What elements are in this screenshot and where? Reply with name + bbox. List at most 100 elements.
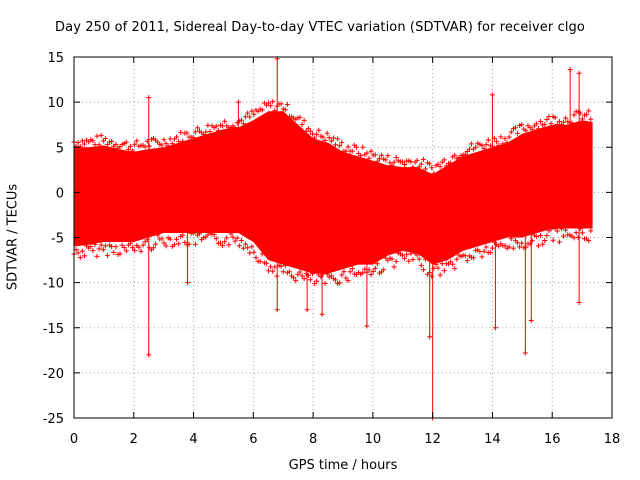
data-point xyxy=(174,134,180,140)
data-point xyxy=(312,135,318,141)
data-point xyxy=(282,107,288,113)
data-point xyxy=(389,162,395,168)
data-point xyxy=(506,244,512,250)
data-point xyxy=(349,265,355,271)
data-point xyxy=(299,273,305,279)
spike-point xyxy=(489,92,495,98)
data-point xyxy=(270,268,276,274)
data-point xyxy=(222,118,228,124)
data-point xyxy=(280,269,286,275)
data-point xyxy=(454,256,460,262)
data-point xyxy=(310,271,316,277)
data-point xyxy=(372,265,378,271)
data-point xyxy=(517,244,523,250)
data-point xyxy=(94,133,100,139)
spike-point xyxy=(274,307,280,313)
data-point xyxy=(353,144,359,150)
data-point xyxy=(542,238,548,244)
y-tick-label: 15 xyxy=(47,51,64,66)
data-point xyxy=(538,118,544,124)
data-point xyxy=(263,260,269,266)
data-point xyxy=(284,102,290,108)
data-point xyxy=(529,238,535,244)
data-point xyxy=(339,272,345,278)
data-point xyxy=(546,114,552,120)
data-point xyxy=(320,134,326,140)
data-point xyxy=(561,233,567,239)
data-point xyxy=(324,130,330,136)
data-point xyxy=(278,263,284,269)
data-point xyxy=(324,271,330,277)
data-point xyxy=(450,261,456,267)
data-point xyxy=(523,244,529,250)
data-point xyxy=(439,261,445,267)
data-point xyxy=(297,114,303,120)
data-point xyxy=(360,144,366,150)
data-point xyxy=(238,237,244,243)
data-point xyxy=(77,143,83,149)
data-point xyxy=(322,280,328,286)
y-tick-label: -5 xyxy=(51,232,64,247)
data-point xyxy=(92,241,98,247)
data-point xyxy=(533,121,539,127)
data-point xyxy=(299,121,305,127)
data-point xyxy=(215,128,221,134)
data-point xyxy=(471,255,477,261)
data-point xyxy=(333,142,339,148)
data-point xyxy=(544,116,550,122)
data-point xyxy=(293,278,299,284)
data-point xyxy=(519,122,525,128)
data-point xyxy=(358,153,364,159)
y-tick-label: -20 xyxy=(43,367,64,382)
data-point xyxy=(98,242,104,248)
data-series-sdtvar xyxy=(71,56,594,421)
data-point xyxy=(498,134,504,140)
data-point xyxy=(368,272,374,278)
data-point xyxy=(243,241,249,247)
data-point xyxy=(464,258,470,264)
data-point xyxy=(127,240,133,246)
data-point xyxy=(381,267,387,273)
data-point xyxy=(266,268,272,274)
data-point xyxy=(92,142,98,148)
data-point xyxy=(272,264,278,270)
data-point xyxy=(548,121,554,127)
data-point xyxy=(556,118,562,124)
data-point xyxy=(512,125,518,131)
data-point xyxy=(220,243,226,249)
data-point xyxy=(523,128,529,134)
data-point xyxy=(437,164,443,170)
data-point xyxy=(245,245,251,251)
data-point xyxy=(437,272,443,278)
data-point xyxy=(418,262,424,268)
data-point xyxy=(286,269,292,275)
data-point xyxy=(345,278,351,284)
data-point xyxy=(410,164,416,170)
data-point xyxy=(270,99,276,105)
data-point xyxy=(90,248,96,254)
spike-point xyxy=(567,67,573,73)
data-point xyxy=(571,235,577,241)
data-point xyxy=(481,248,487,254)
data-point xyxy=(159,142,165,148)
data-point xyxy=(414,157,420,163)
data-point xyxy=(155,232,161,238)
data-point xyxy=(584,112,590,118)
data-point xyxy=(433,261,439,267)
data-point xyxy=(125,146,131,152)
data-point xyxy=(312,281,318,287)
data-point xyxy=(138,248,144,254)
data-point xyxy=(272,108,278,114)
y-tick-label: -15 xyxy=(43,322,64,337)
data-point xyxy=(345,144,351,150)
data-point xyxy=(487,250,493,256)
y-tick-label: -25 xyxy=(43,412,64,427)
spike-point xyxy=(427,334,433,340)
data-point xyxy=(533,233,539,239)
data-point xyxy=(178,129,184,135)
data-point xyxy=(222,239,228,245)
data-point xyxy=(452,152,458,158)
spike-point xyxy=(492,325,498,331)
data-point xyxy=(90,138,96,144)
data-point xyxy=(96,246,102,252)
